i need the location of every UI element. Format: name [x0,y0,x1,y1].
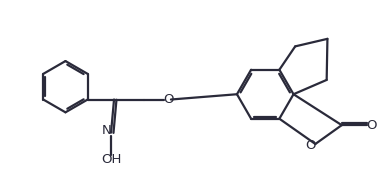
Text: O: O [305,139,315,152]
Text: N: N [101,123,111,137]
Text: O: O [163,93,174,106]
Text: O: O [366,119,377,132]
Text: OH: OH [101,153,121,166]
